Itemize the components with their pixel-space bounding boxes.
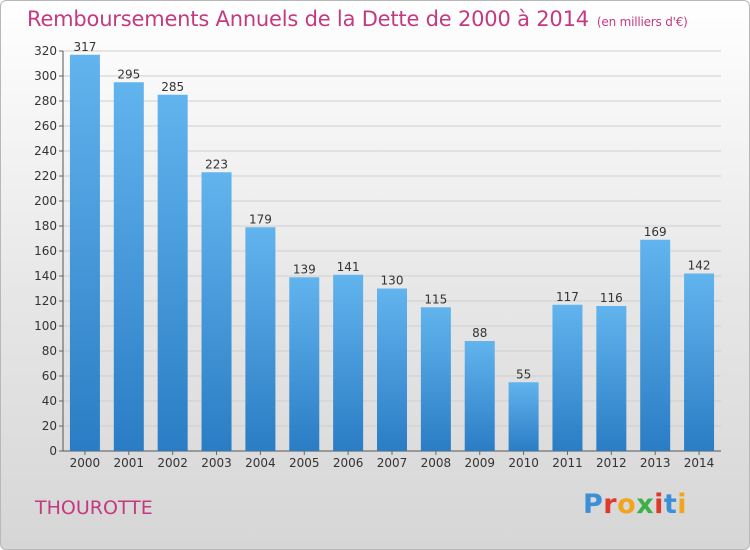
proxiti-logo: Proxiti <box>583 489 687 520</box>
bar <box>113 82 144 451</box>
bar-value-label: 285 <box>161 80 184 94</box>
y-tick-label: 260 <box>34 119 57 133</box>
logo-letter: t <box>663 489 678 520</box>
y-tick-label: 0 <box>49 444 57 458</box>
bar <box>69 54 100 451</box>
y-tick-label: 220 <box>34 169 57 183</box>
city-name: THOUROTTE <box>35 497 153 519</box>
x-tick-label: 2008 <box>421 456 452 470</box>
bar <box>157 94 188 451</box>
x-tick-label: 2013 <box>640 456 671 470</box>
bar-value-label: 130 <box>381 274 404 288</box>
y-tick-label: 60 <box>42 369 57 383</box>
bar <box>640 239 671 451</box>
bar <box>201 172 232 451</box>
bar-value-label: 116 <box>600 291 623 305</box>
bar-value-label: 142 <box>688 259 711 273</box>
x-tick-label: 2001 <box>114 456 145 470</box>
bar <box>333 274 364 451</box>
bar <box>464 341 495 451</box>
x-tick-label: 2000 <box>70 456 101 470</box>
chart-title-unit: (en milliers d'€) <box>596 15 688 29</box>
logo-letter: i <box>654 489 664 520</box>
bar <box>552 304 583 451</box>
y-tick-label: 200 <box>34 194 57 208</box>
y-tick-label: 20 <box>42 419 57 433</box>
y-tick-label: 280 <box>34 94 57 108</box>
x-tick-label: 2006 <box>333 456 364 470</box>
bar-value-label: 115 <box>424 292 447 306</box>
x-tick-label: 2009 <box>464 456 495 470</box>
x-tick-label: 2012 <box>596 456 627 470</box>
bar <box>377 288 407 451</box>
x-tick-label: 2007 <box>377 456 408 470</box>
bar-value-label: 117 <box>556 290 579 304</box>
y-tick-label: 300 <box>34 69 57 83</box>
bar-value-label: 169 <box>644 225 667 239</box>
x-tick-label: 2002 <box>157 456 188 470</box>
bar <box>596 306 627 451</box>
bar-value-label: 55 <box>516 367 531 381</box>
y-tick-label: 120 <box>34 294 57 308</box>
y-tick-label: 240 <box>34 144 57 158</box>
bar-value-label: 139 <box>293 262 316 276</box>
y-tick-label: 100 <box>34 319 57 333</box>
bar <box>508 382 539 451</box>
y-tick-label: 140 <box>34 269 57 283</box>
x-tick-label: 2014 <box>684 456 715 470</box>
bar-value-label: 223 <box>205 157 228 171</box>
logo-letter: o <box>617 489 637 520</box>
logo-letter: P <box>583 489 604 520</box>
bar <box>420 307 451 451</box>
bar-value-label: 317 <box>73 40 96 54</box>
x-tick-label: 2010 <box>508 456 539 470</box>
x-tick-label: 2003 <box>201 456 232 470</box>
x-tick-label: 2005 <box>289 456 320 470</box>
y-tick-label: 320 <box>34 44 57 58</box>
bar <box>684 273 715 451</box>
y-tick-label: 40 <box>42 394 57 408</box>
y-tick-label: 180 <box>34 219 57 233</box>
bar-value-label: 295 <box>117 67 140 81</box>
bar-value-label: 141 <box>337 260 360 274</box>
bar-value-label: 88 <box>472 326 487 340</box>
y-tick-label: 80 <box>42 344 57 358</box>
x-tick-label: 2011 <box>552 456 583 470</box>
chart-title: Remboursements Annuels de la Dette de 20… <box>27 7 688 31</box>
chart-title-main: Remboursements Annuels de la Dette de 20… <box>27 7 589 31</box>
logo-letter: i <box>677 489 688 520</box>
bar <box>289 277 320 451</box>
bar <box>245 227 276 451</box>
x-tick-label: 2004 <box>245 456 276 470</box>
logo-letter: r <box>603 489 618 520</box>
bar-value-label: 179 <box>249 212 272 226</box>
logo-letter: x <box>636 489 655 520</box>
y-tick-label: 160 <box>34 244 57 258</box>
